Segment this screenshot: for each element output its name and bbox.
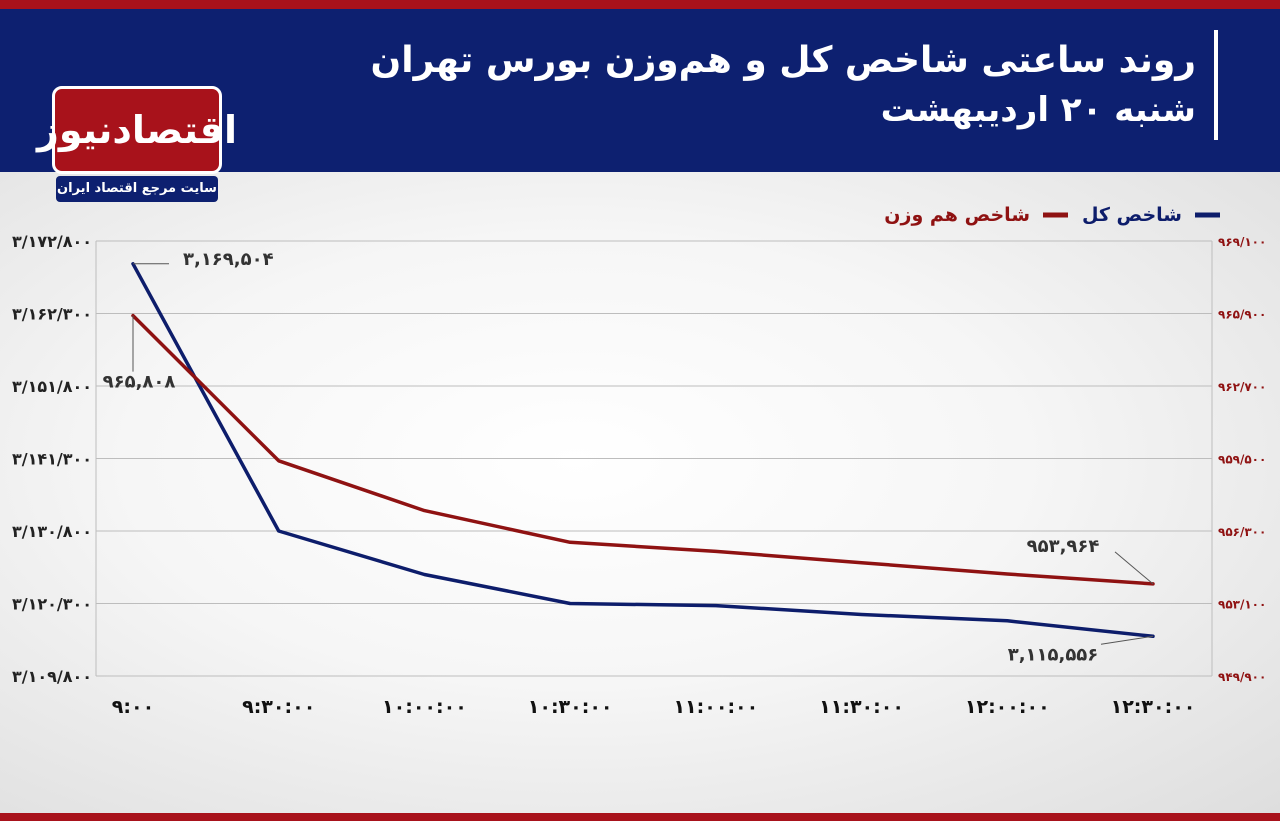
y-right-tick-label: ۹۵۹/۵۰۰: [1218, 453, 1266, 467]
x-tick-label: ۹:۰۰: [112, 696, 154, 718]
y-right-tick-label: ۹۴۹/۹۰۰: [1218, 670, 1266, 684]
chart-subtitle-date: شنبه ۲۰ اردیبهشت: [880, 90, 1196, 130]
grid-lines: [95, 240, 1213, 677]
data-label: ۳,۱۶۹,۵۰۴: [183, 249, 274, 270]
axis-labels: ۳/۱۷۲/۸۰۰ ۹۶۹/۱۰۰ ۳/۱۶۲/۳۰۰ ۹۶۵/۹۰۰ ۳/۱۵۱/۸۰…: [12, 232, 1266, 718]
bottom-accent-stripe: [0, 813, 1280, 821]
y-right-tick-label: ۹۶۹/۱۰۰: [1218, 235, 1266, 249]
series-line-equal-weight-index: [131, 313, 1155, 586]
x-tick-label: ۱۲:۳۰:۰۰: [1111, 696, 1196, 718]
x-tick-label: ۱۰:۳۰:۰۰: [528, 696, 613, 718]
data-label: ۹۵۳,۹۶۴: [1027, 536, 1100, 557]
y-right-tick-label: ۹۵۳/۱۰۰: [1218, 598, 1266, 612]
data-series: [131, 262, 1155, 639]
legend: شاخص کل شاخص هم وزن: [884, 204, 1220, 226]
x-tick-label: ۱۱:۳۰:۰۰: [819, 696, 904, 718]
brand-logo-text: اقتصادنیوز: [36, 108, 238, 152]
y-left-tick-label: ۳/۱۲۰/۳۰۰: [12, 595, 92, 614]
x-tick-label: ۱۰:۰۰:۰۰: [382, 696, 467, 718]
series-line-total-index: [131, 262, 1155, 639]
annotation-leader: [1114, 551, 1154, 585]
data-annotations: ۳,۱۶۹,۵۰۴ ۹۶۵,۸۰۸ ۹۵۳,۹۶۴ ۳,۱۱۵,۵۵۶: [103, 249, 1154, 665]
legend-label-total-index: شاخص کل: [1082, 204, 1182, 226]
chart-background: [0, 172, 1280, 813]
data-label: ۹۶۵,۸۰۸: [103, 372, 176, 393]
y-right-tick-label: ۹۶۵/۹۰۰: [1218, 308, 1266, 322]
legend-label-equal-weight-index: شاخص هم وزن: [884, 204, 1030, 226]
annotation-leader: [1100, 635, 1154, 645]
brand-logo: اقتصادنیوز: [37, 86, 238, 174]
chart-title: روند ساعتی شاخص کل و هم‌وزن بورس تهران: [370, 40, 1196, 81]
x-tick-label: ۱۲:۰۰:۰۰: [965, 696, 1050, 718]
brand-tagline: سایت مرجع اقتصاد ایران: [56, 176, 218, 202]
top-accent-stripe: [0, 0, 1280, 9]
y-left-tick-label: ۳/۱۵۱/۸۰۰: [12, 377, 92, 396]
y-left-tick-label: ۳/۱۰۹/۸۰۰: [12, 667, 92, 686]
y-left-tick-label: ۳/۱۷۲/۸۰۰: [12, 232, 92, 251]
x-tick-label: ۱۱:۰۰:۰۰: [673, 696, 758, 718]
y-right-tick-label: ۹۶۲/۷۰۰: [1218, 380, 1266, 394]
x-tick-label: ۹:۳۰:۰۰: [242, 696, 315, 718]
y-left-tick-label: ۳/۱۴۱/۳۰۰: [12, 450, 92, 469]
y-left-tick-label: ۳/۱۳۰/۸۰۰: [12, 522, 92, 541]
title-divider: [1214, 30, 1218, 140]
y-right-tick-label: ۹۵۶/۳۰۰: [1218, 525, 1266, 539]
y-left-tick-label: ۳/۱۶۲/۳۰۰: [12, 305, 92, 324]
data-label: ۳,۱۱۵,۵۵۶: [1008, 644, 1099, 665]
